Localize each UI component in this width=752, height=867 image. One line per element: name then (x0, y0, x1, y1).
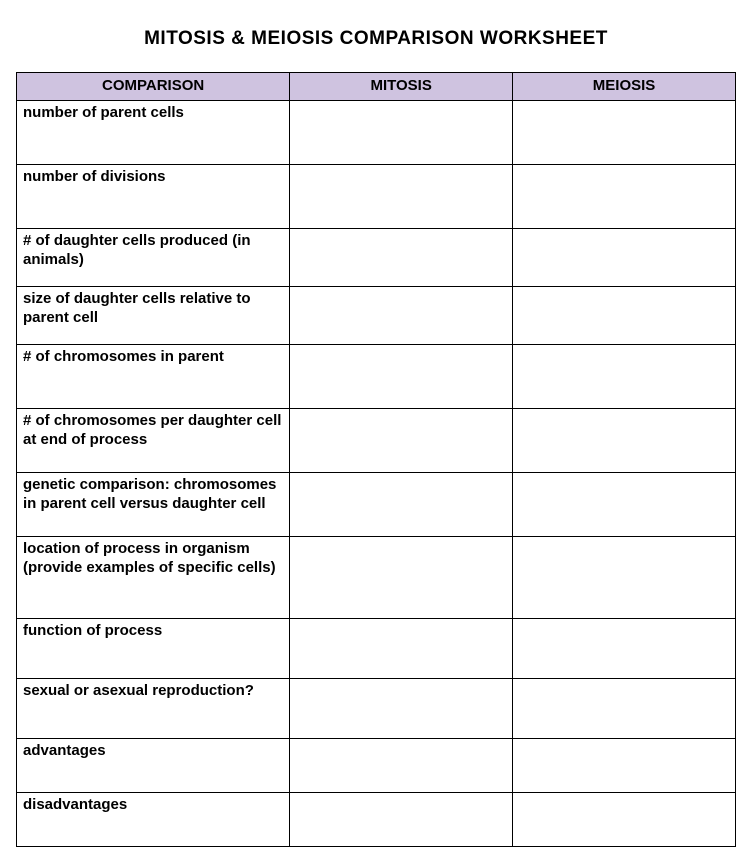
table-header-row: COMPARISON MITOSIS MEIOSIS (17, 73, 736, 101)
meiosis-cell (513, 286, 736, 344)
mitosis-cell (290, 100, 513, 164)
mitosis-cell (290, 678, 513, 738)
col-header-mitosis: MITOSIS (290, 73, 513, 101)
mitosis-cell (290, 286, 513, 344)
comparison-label: # of chromosomes per daughter cell at en… (17, 408, 290, 472)
col-header-meiosis: MEIOSIS (513, 73, 736, 101)
table-row: sexual or asexual reproduction? (17, 678, 736, 738)
meiosis-cell (513, 228, 736, 286)
table-row: # of daughter cells produced (in animals… (17, 228, 736, 286)
meiosis-cell (513, 536, 736, 618)
table-row: number of parent cells (17, 100, 736, 164)
table-row: function of process (17, 618, 736, 678)
comparison-label: genetic comparison: chromosomes in paren… (17, 472, 290, 536)
meiosis-cell (513, 738, 736, 792)
comparison-label: disadvantages (17, 792, 290, 846)
page-title: MITOSIS & MEIOSIS COMPARISON WORKSHEET (16, 28, 736, 50)
comparison-label: # of chromosomes in parent (17, 344, 290, 408)
table-row: size of daughter cells relative to paren… (17, 286, 736, 344)
comparison-label: advantages (17, 738, 290, 792)
comparison-label: number of parent cells (17, 100, 290, 164)
table-row: location of process in organism (provide… (17, 536, 736, 618)
comparison-label: number of divisions (17, 164, 290, 228)
mitosis-cell (290, 738, 513, 792)
mitosis-cell (290, 408, 513, 472)
comparison-label: function of process (17, 618, 290, 678)
mitosis-cell (290, 536, 513, 618)
table-row: advantages (17, 738, 736, 792)
mitosis-cell (290, 472, 513, 536)
table-row: # of chromosomes in parent (17, 344, 736, 408)
mitosis-cell (290, 344, 513, 408)
meiosis-cell (513, 472, 736, 536)
table-row: # of chromosomes per daughter cell at en… (17, 408, 736, 472)
meiosis-cell (513, 618, 736, 678)
table-row: disadvantages (17, 792, 736, 846)
mitosis-cell (290, 228, 513, 286)
comparison-table: COMPARISON MITOSIS MEIOSIS number of par… (16, 72, 736, 847)
comparison-label: size of daughter cells relative to paren… (17, 286, 290, 344)
meiosis-cell (513, 344, 736, 408)
meiosis-cell (513, 100, 736, 164)
table-body: number of parent cellsnumber of division… (17, 100, 736, 846)
table-row: number of divisions (17, 164, 736, 228)
mitosis-cell (290, 164, 513, 228)
mitosis-cell (290, 618, 513, 678)
meiosis-cell (513, 164, 736, 228)
comparison-label: sexual or asexual reproduction? (17, 678, 290, 738)
comparison-label: # of daughter cells produced (in animals… (17, 228, 290, 286)
col-header-comparison: COMPARISON (17, 73, 290, 101)
meiosis-cell (513, 678, 736, 738)
meiosis-cell (513, 792, 736, 846)
meiosis-cell (513, 408, 736, 472)
mitosis-cell (290, 792, 513, 846)
table-row: genetic comparison: chromosomes in paren… (17, 472, 736, 536)
comparison-label: location of process in organism (provide… (17, 536, 290, 618)
